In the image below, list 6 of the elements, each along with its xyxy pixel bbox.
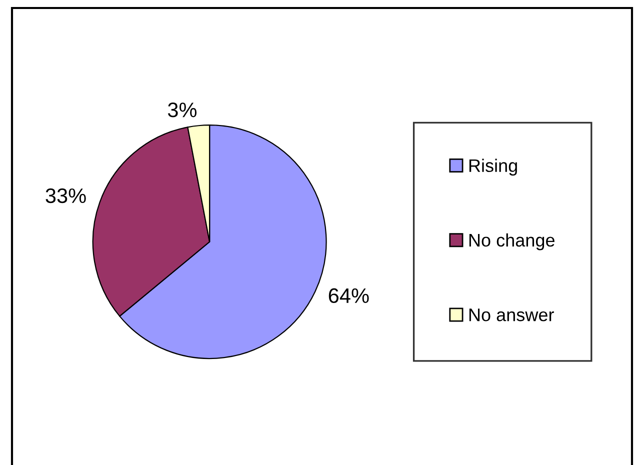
data-label: 64%: [328, 288, 369, 304]
data-label: 3%: [168, 102, 197, 118]
legend-label: No change: [469, 233, 554, 250]
legend-label: No answer: [469, 308, 554, 322]
data-label: 33%: [46, 188, 86, 204]
legend-label: Rising: [469, 158, 517, 176]
